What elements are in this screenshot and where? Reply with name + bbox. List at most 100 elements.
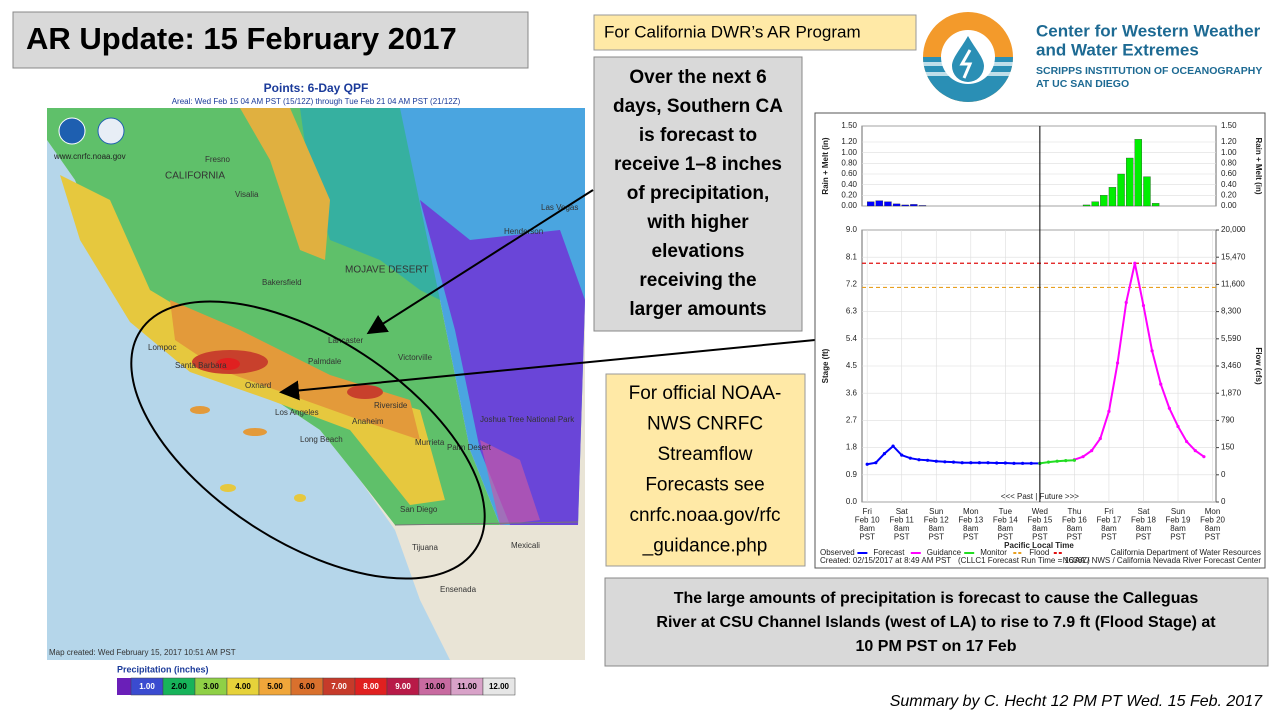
x-tick-label: PST [1170, 533, 1186, 542]
precip-island [294, 494, 306, 502]
precip-callout-box [593, 56, 803, 332]
place-label: Anaheim [352, 417, 384, 426]
series-point [1159, 382, 1163, 386]
legend-label: 4.00 [235, 682, 251, 691]
x-tick-label: 8am [1032, 524, 1048, 533]
y-tick-label: 1.50 [841, 121, 857, 130]
bar [875, 200, 883, 207]
x-tick-label: Feb 20 [1200, 516, 1225, 525]
place-label: Murrieta [415, 438, 445, 447]
series-point [1098, 436, 1102, 441]
y-tick-label: 4.5 [846, 361, 858, 370]
x-tick-label: 8am [1170, 524, 1186, 533]
callout-line: For official NOAA- [629, 383, 782, 404]
y-tick-label: 5.4 [846, 334, 858, 343]
x-tick-label: Feb 18 [1131, 516, 1156, 525]
y-tick-label: 2.7 [846, 416, 858, 425]
legend-swatch [482, 677, 516, 696]
series-point [917, 458, 921, 462]
series-point [1193, 449, 1197, 453]
x-tick-label: Sat [896, 507, 909, 516]
footer: California Department of Water Resources [1111, 548, 1261, 557]
x-tick-label: 8am [928, 524, 944, 533]
streamflow-callout: For official NOAA- NWS CNRFC Streamflow For… [629, 383, 782, 557]
series-point [926, 458, 930, 462]
x-tick-label: Tue [999, 507, 1013, 516]
title-box [12, 11, 529, 69]
x-tick-label: PST [1136, 533, 1152, 542]
x-tick-label: PST [1032, 533, 1048, 542]
x-tick-label: Feb 10 [855, 516, 880, 525]
x-axis-label: Pacific Local Time [1004, 541, 1074, 550]
x-tick-label: Feb 14 [993, 516, 1018, 525]
place-label: Victorville [398, 353, 433, 362]
x-tick-label: PST [928, 533, 944, 542]
x-tick-label: Feb 15 [1027, 516, 1052, 525]
y2-tick-label: 11,600 [1221, 280, 1245, 289]
series-point [1176, 424, 1180, 429]
y2-tick-label: 0.20 [1221, 190, 1237, 199]
bar [910, 204, 918, 207]
legend-title: Precipitation (inches) [117, 664, 209, 674]
x-tick-label: PST [1067, 533, 1083, 542]
x-tick-label: Sun [1171, 507, 1185, 516]
x-tick-label: Wed [1032, 507, 1048, 516]
series-point [934, 459, 938, 463]
callout-line: The large amounts of precipitation is fo… [674, 590, 1199, 607]
x-tick-label: 8am [963, 524, 979, 533]
place-label: Las Vegas [541, 203, 578, 212]
x-tick-label: Sun [929, 507, 943, 516]
legend-label: 9.00 [395, 682, 411, 691]
callout-line: Over the next 6 [629, 67, 766, 88]
precip-peak [216, 358, 240, 370]
past-future: <<< Past | Future >>> [1001, 492, 1079, 501]
series-point [1020, 461, 1025, 465]
bar [884, 201, 892, 207]
series-point [1115, 361, 1120, 365]
y-tick-label: 0.0 [846, 497, 858, 506]
legend-label: 1.00 [139, 682, 155, 691]
bar [1091, 201, 1099, 207]
y-tick-label: 1.8 [846, 443, 858, 452]
y-tick-label: 9.0 [846, 225, 858, 234]
callout-line: is forecast to [639, 125, 757, 146]
callout-line: Forecasts see [645, 475, 764, 496]
map-created: Map created: Wed February 15, 2017 10:51… [49, 648, 236, 657]
legend-label: 5.00 [267, 682, 283, 691]
y-tick-label: 3.6 [846, 388, 858, 397]
series-point [1090, 449, 1094, 453]
series-point [1012, 461, 1016, 465]
series-point [891, 444, 895, 448]
map: Points: 6-Day QPF Areal: Wed Feb 15 04 A… [47, 81, 585, 660]
logo: Center for Western Weather and Water Ext… [923, 12, 1262, 102]
place-label: Long Beach [300, 435, 343, 444]
border [394, 521, 579, 526]
place-label: Lancaster [328, 336, 363, 345]
place-label: Riverside [374, 401, 408, 410]
series-point [865, 462, 869, 466]
callout-line: larger amounts [629, 299, 766, 320]
precip-zone [60, 175, 445, 505]
footer: (CLLC1 Forecast Run Time = 1638Z) [958, 556, 1090, 565]
place-label: Palmdale [308, 357, 342, 366]
legend-label: 11.00 [457, 682, 477, 691]
place-label: Henderson [504, 227, 543, 236]
arrow [366, 189, 594, 335]
y2-tick-label: 0 [1221, 470, 1226, 479]
flood-callout: The large amounts of precipitation is fo… [656, 590, 1216, 655]
series-point [900, 453, 904, 457]
x-tick-label: Feb 13 [958, 516, 983, 525]
series-point [1150, 349, 1154, 353]
series-point [1185, 439, 1189, 444]
x-tick-label: 8am [1136, 524, 1152, 533]
precip-legend: 1.00 2.00 3.00 4.00 5.00 6.00 7.00 8.00 9.00 10.0… [117, 677, 516, 696]
bar [1126, 157, 1134, 207]
x-tick-label: PST [1101, 533, 1117, 542]
y-tick-label: 0.80 [841, 158, 857, 167]
precip-zone [480, 440, 540, 525]
bar [1151, 203, 1160, 207]
y2-tick-label: 20,000 [1221, 225, 1246, 234]
callout-line: River at CSU Channel Islands (west of LA… [656, 614, 1216, 631]
place-label: Ensenada [440, 585, 477, 594]
series-point [1046, 460, 1051, 464]
